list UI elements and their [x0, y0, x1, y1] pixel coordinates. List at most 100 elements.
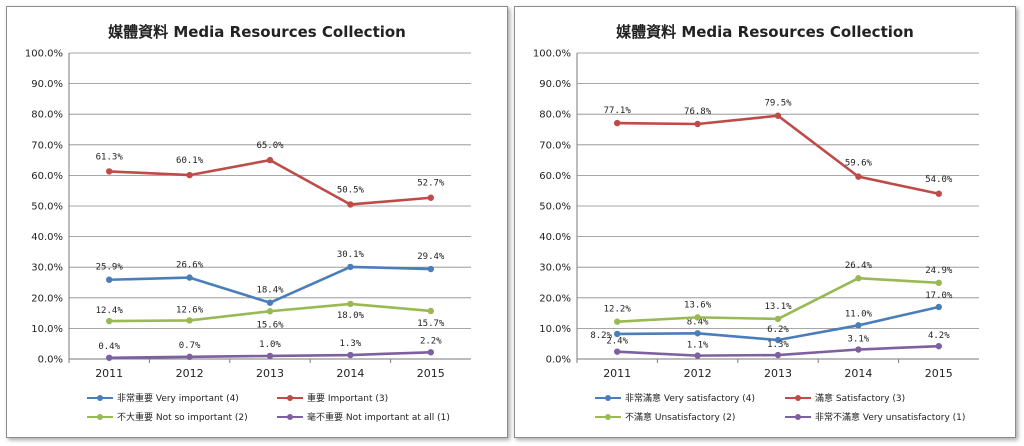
data-point	[106, 276, 113, 283]
data-point	[935, 279, 942, 287]
x-tick-label: 2011	[603, 367, 631, 380]
data-label: 3.1%	[848, 335, 870, 345]
y-tick-label: 90.0%	[539, 79, 571, 90]
data-point	[935, 303, 942, 311]
legend-swatch-blue	[595, 394, 621, 402]
y-tick-label: 50.0%	[31, 202, 63, 213]
data-point	[186, 353, 193, 361]
legend-item-not-so-important: 不大重要 Not so important (2)	[87, 410, 277, 423]
data-label: 15.6%	[256, 320, 284, 330]
y-tick-label: 40.0%	[31, 232, 63, 243]
x-tick-label: 2012	[684, 367, 712, 380]
legend-item-not-important: 毫不重要 Not important at all (1)	[277, 410, 487, 423]
y-tick-label: 40.0%	[539, 232, 571, 243]
data-point	[774, 351, 782, 359]
y-tick-label: 30.0%	[539, 263, 571, 274]
data-label: 25.9%	[96, 263, 124, 273]
data-point	[855, 346, 862, 353]
legend-label: 非常滿意 Very satisfactory (4)	[625, 394, 755, 404]
data-point	[266, 308, 274, 315]
series-line	[617, 114, 940, 196]
chart-title: 媒體資料 Media Resources Collection	[108, 23, 406, 41]
legend-item-very-satisfactory: 非常滿意 Very satisfactory (4)	[595, 391, 785, 404]
x-tick-label: 2015	[417, 367, 445, 380]
data-label: 1.3%	[340, 339, 362, 349]
data-label: 18.4%	[256, 286, 284, 296]
legend-item-important: 重要 Important (3)	[277, 391, 487, 404]
data-label: 30.1%	[337, 250, 365, 260]
y-tick-label: 80.0%	[539, 110, 571, 121]
legend-item-very-important: 非常重要 Very important (4)	[87, 391, 277, 404]
data-label: 26.6%	[176, 261, 204, 271]
data-point	[774, 112, 782, 119]
legend-label: 不大重要 Not so important (2)	[117, 413, 248, 423]
chart-legend: 非常重要 Very important (4) 重要 Important (3)…	[87, 391, 487, 423]
chart-title: 媒體資料 Media Resources Collection	[616, 23, 914, 41]
data-label: 77.1%	[604, 106, 632, 116]
data-point	[774, 336, 782, 344]
y-tick-label: 90.0%	[31, 79, 63, 90]
legend-label: 非常重要 Very important (4)	[117, 394, 239, 404]
data-label: 59.6%	[845, 159, 873, 169]
data-label: 12.2%	[604, 305, 632, 315]
series-line	[109, 158, 431, 206]
data-label: 1.3%	[767, 340, 789, 350]
data-label: 50.5%	[337, 185, 365, 195]
data-label: 65.0%	[256, 141, 284, 151]
y-tick-label: 0.0%	[546, 355, 571, 366]
data-point	[106, 354, 113, 361]
data-point	[427, 194, 434, 201]
data-point	[266, 156, 274, 164]
legend-swatch-green	[595, 413, 621, 421]
data-label: 1.0%	[259, 340, 281, 350]
data-label: 1.1%	[687, 341, 709, 351]
y-tick-label: 100.0%	[533, 49, 571, 60]
data-point	[855, 275, 862, 282]
legend-swatch-purple	[277, 413, 303, 421]
data-label: 18.0%	[337, 311, 365, 321]
data-label: 12.4%	[96, 306, 124, 316]
y-tick-label: 20.0%	[31, 293, 63, 304]
data-point	[935, 190, 942, 197]
data-point	[935, 342, 942, 350]
data-point	[855, 322, 862, 329]
x-tick-label: 2011	[95, 367, 123, 380]
data-point	[614, 330, 621, 338]
data-point	[855, 173, 862, 180]
data-label: 54.0%	[925, 175, 953, 185]
legend-label: 非常不滿意 Very unsatisfactory (1)	[815, 413, 966, 423]
legend-swatch-blue	[87, 394, 113, 402]
data-label: 0.7%	[179, 341, 201, 351]
y-tick-label: 80.0%	[31, 110, 63, 121]
legend-label: 毫不重要 Not important at all (1)	[307, 413, 450, 423]
x-tick-label: 2014	[336, 367, 364, 380]
data-label: 2.2%	[420, 336, 442, 346]
data-point	[427, 265, 434, 273]
legend-swatch-red	[785, 394, 811, 402]
data-label: 12.6%	[176, 305, 204, 315]
data-point	[186, 274, 193, 281]
data-point	[427, 307, 434, 315]
chart-panel-importance: 媒體資料 Media Resources Collection 0.0% 10.0…	[6, 6, 508, 438]
data-point	[694, 120, 701, 128]
data-point	[106, 317, 113, 325]
data-label: 0.4%	[98, 342, 120, 352]
data-point	[106, 168, 113, 175]
y-tick-label: 70.0%	[31, 140, 63, 151]
data-label: 8.4%	[687, 317, 709, 327]
x-tick-label: 2013	[764, 367, 792, 380]
series-line	[617, 276, 939, 323]
data-point	[614, 318, 621, 325]
y-tick-label: 10.0%	[539, 324, 571, 335]
data-label: 2.4%	[606, 337, 628, 347]
data-point	[614, 348, 621, 355]
data-label: 13.1%	[764, 302, 792, 312]
data-point	[347, 300, 354, 308]
data-point	[186, 317, 193, 324]
x-tick-label: 2014	[844, 367, 872, 380]
x-tick-label: 2013	[256, 367, 284, 380]
legend-label: 滿意 Satisfactory (3)	[815, 394, 906, 404]
data-point	[186, 171, 193, 179]
data-label: 60.1%	[176, 156, 204, 166]
legend-swatch-green	[87, 413, 113, 421]
